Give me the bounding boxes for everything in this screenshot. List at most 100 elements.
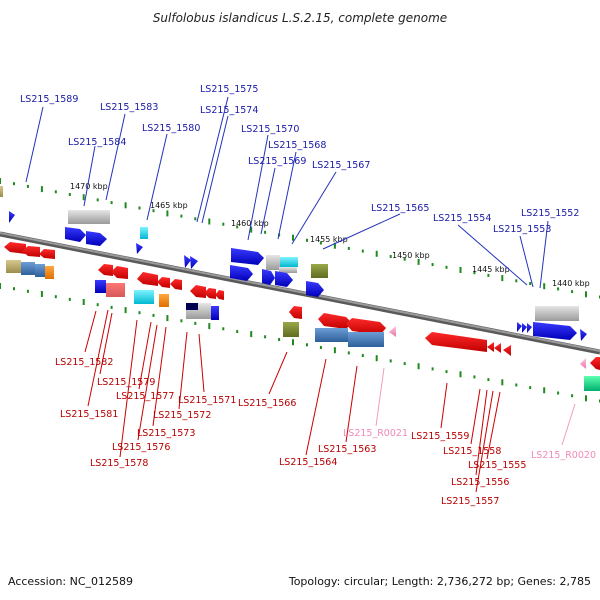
gene-feature[interactable] [348, 332, 384, 347]
gene-arrow[interactable] [65, 227, 86, 242]
gene-label[interactable]: LS215_1557 [441, 496, 499, 507]
scale-tick-minor [222, 222, 225, 226]
gene-feature[interactable] [140, 227, 148, 239]
gene-label[interactable]: LS215_1568 [268, 140, 326, 151]
gene-feature[interactable] [134, 290, 154, 304]
rna-label[interactable]: LS215_R0020 [531, 450, 596, 461]
rna-label[interactable]: LS215_R0021 [343, 428, 408, 439]
gene-feature[interactable] [279, 267, 297, 273]
gene-feature[interactable] [315, 328, 348, 342]
gene-feature[interactable] [584, 376, 600, 391]
scale-tick-major [375, 250, 378, 257]
gene-arrow[interactable] [590, 357, 600, 370]
gene-label[interactable]: LS215_1582 [55, 357, 113, 368]
gene-label[interactable]: LS215_1576 [112, 442, 170, 453]
gene-label[interactable]: LS215_1555 [468, 460, 526, 471]
gene-label[interactable]: LS215_1575 [200, 84, 258, 95]
gene-label[interactable]: LS215_1556 [451, 477, 509, 488]
gene-label[interactable]: LS215_1564 [279, 457, 337, 468]
gene-feature[interactable] [68, 210, 110, 224]
rna-arrow[interactable] [580, 358, 586, 369]
gene-label[interactable]: LS215_1559 [411, 431, 469, 442]
gene-feature[interactable] [280, 257, 298, 267]
gene-label[interactable]: LS215_1589 [20, 94, 78, 105]
leader-lines-forward [25, 96, 549, 289]
gene-arrow[interactable] [494, 343, 501, 353]
gene-arrow[interactable] [204, 288, 216, 299]
gene-arrow[interactable] [527, 323, 532, 333]
gene-arrow[interactable] [517, 322, 522, 332]
gene-arrow[interactable] [137, 272, 158, 286]
gene-label[interactable]: LS215_1579 [97, 377, 155, 388]
tick-labels: 1470 kbp 1465 kbp 1460 kbp 1455 kbp 1450… [70, 182, 590, 288]
gene-arrow[interactable] [522, 323, 527, 333]
gene-arrow[interactable] [289, 306, 302, 319]
gene-arrow[interactable] [184, 255, 191, 268]
gene-label[interactable]: LS215_1566 [238, 398, 296, 409]
gene-feature[interactable] [21, 262, 35, 275]
gene-label[interactable]: LS215_1573 [137, 428, 195, 439]
gene-feature[interactable] [95, 280, 106, 293]
gene-label[interactable]: LS215_1567 [312, 160, 370, 171]
gene-label[interactable]: LS215_1580 [142, 123, 200, 134]
gene-arrow[interactable] [231, 248, 264, 265]
gene-arrow[interactable] [86, 231, 107, 246]
gene-feature[interactable] [186, 303, 198, 310]
gene-arrow[interactable] [275, 271, 293, 287]
gene-label[interactable]: LS215_1570 [241, 124, 299, 135]
genome-backbone [0, 231, 600, 355]
gene-feature[interactable] [6, 260, 21, 273]
gene-label[interactable]: LS215_1553 [493, 224, 551, 235]
gene-arrow[interactable] [157, 277, 170, 288]
gene-arrow[interactable] [39, 249, 55, 259]
gene-feature[interactable] [311, 264, 328, 278]
scale-tick-minor [152, 313, 155, 317]
gene-label[interactable]: LS215_1554 [433, 213, 491, 224]
gene-arrow[interactable] [98, 264, 113, 276]
gene-label[interactable]: LS215_1571 [178, 395, 236, 406]
gene-arrow[interactable] [190, 285, 206, 298]
gene-label[interactable]: LS215_1563 [318, 444, 376, 455]
gene-arrow[interactable] [4, 242, 26, 254]
gene-arrow[interactable] [230, 265, 253, 281]
gene-arrow[interactable] [425, 332, 487, 352]
gene-label[interactable]: LS215_1572 [153, 410, 211, 421]
gene-arrow[interactable] [346, 318, 386, 335]
gene-feature[interactable] [283, 322, 299, 337]
gene-feature[interactable] [266, 255, 280, 270]
gene-label[interactable]: LS215_1569 [248, 156, 306, 167]
gene-feature[interactable] [159, 294, 169, 307]
gene-arrow[interactable] [136, 243, 143, 254]
gene-feature[interactable] [0, 186, 3, 197]
gene-arrow[interactable] [318, 313, 352, 329]
gene-arrow[interactable] [111, 266, 128, 279]
gene-arrow[interactable] [306, 281, 324, 297]
gene-label[interactable]: LS215_1558 [443, 446, 501, 457]
gene-feature[interactable] [106, 283, 125, 297]
gene-arrow[interactable] [9, 211, 15, 223]
gene-label[interactable]: LS215_1577 [116, 391, 174, 402]
gene-label[interactable]: LS215_1583 [100, 102, 158, 113]
gene-arrow[interactable] [580, 329, 587, 341]
gene-arrow[interactable] [215, 290, 224, 300]
gene-label[interactable]: LS215_1565 [371, 203, 429, 214]
gene-feature[interactable] [45, 266, 54, 279]
gene-label[interactable]: LS215_1574 [200, 105, 258, 116]
gene-arrow[interactable] [170, 279, 182, 290]
gene-arrow[interactable] [487, 342, 494, 352]
gene-label[interactable]: LS215_1581 [60, 409, 118, 420]
gene-label[interactable]: LS215_1552 [521, 208, 579, 219]
gene-label[interactable]: LS215_1584 [68, 137, 126, 148]
gene-arrow[interactable] [533, 322, 577, 340]
scale-tick-minor [473, 271, 476, 275]
gene-feature[interactable] [35, 264, 45, 277]
gene-arrow[interactable] [190, 256, 198, 269]
gene-arrow[interactable] [262, 269, 275, 285]
gene-label[interactable]: LS215_1578 [90, 458, 148, 469]
rna-arrow[interactable] [389, 326, 396, 337]
gene-arrow[interactable] [503, 345, 511, 356]
gene-feature[interactable] [211, 306, 219, 320]
gene-arrow[interactable] [22, 246, 40, 257]
gene-feature[interactable] [535, 306, 579, 321]
